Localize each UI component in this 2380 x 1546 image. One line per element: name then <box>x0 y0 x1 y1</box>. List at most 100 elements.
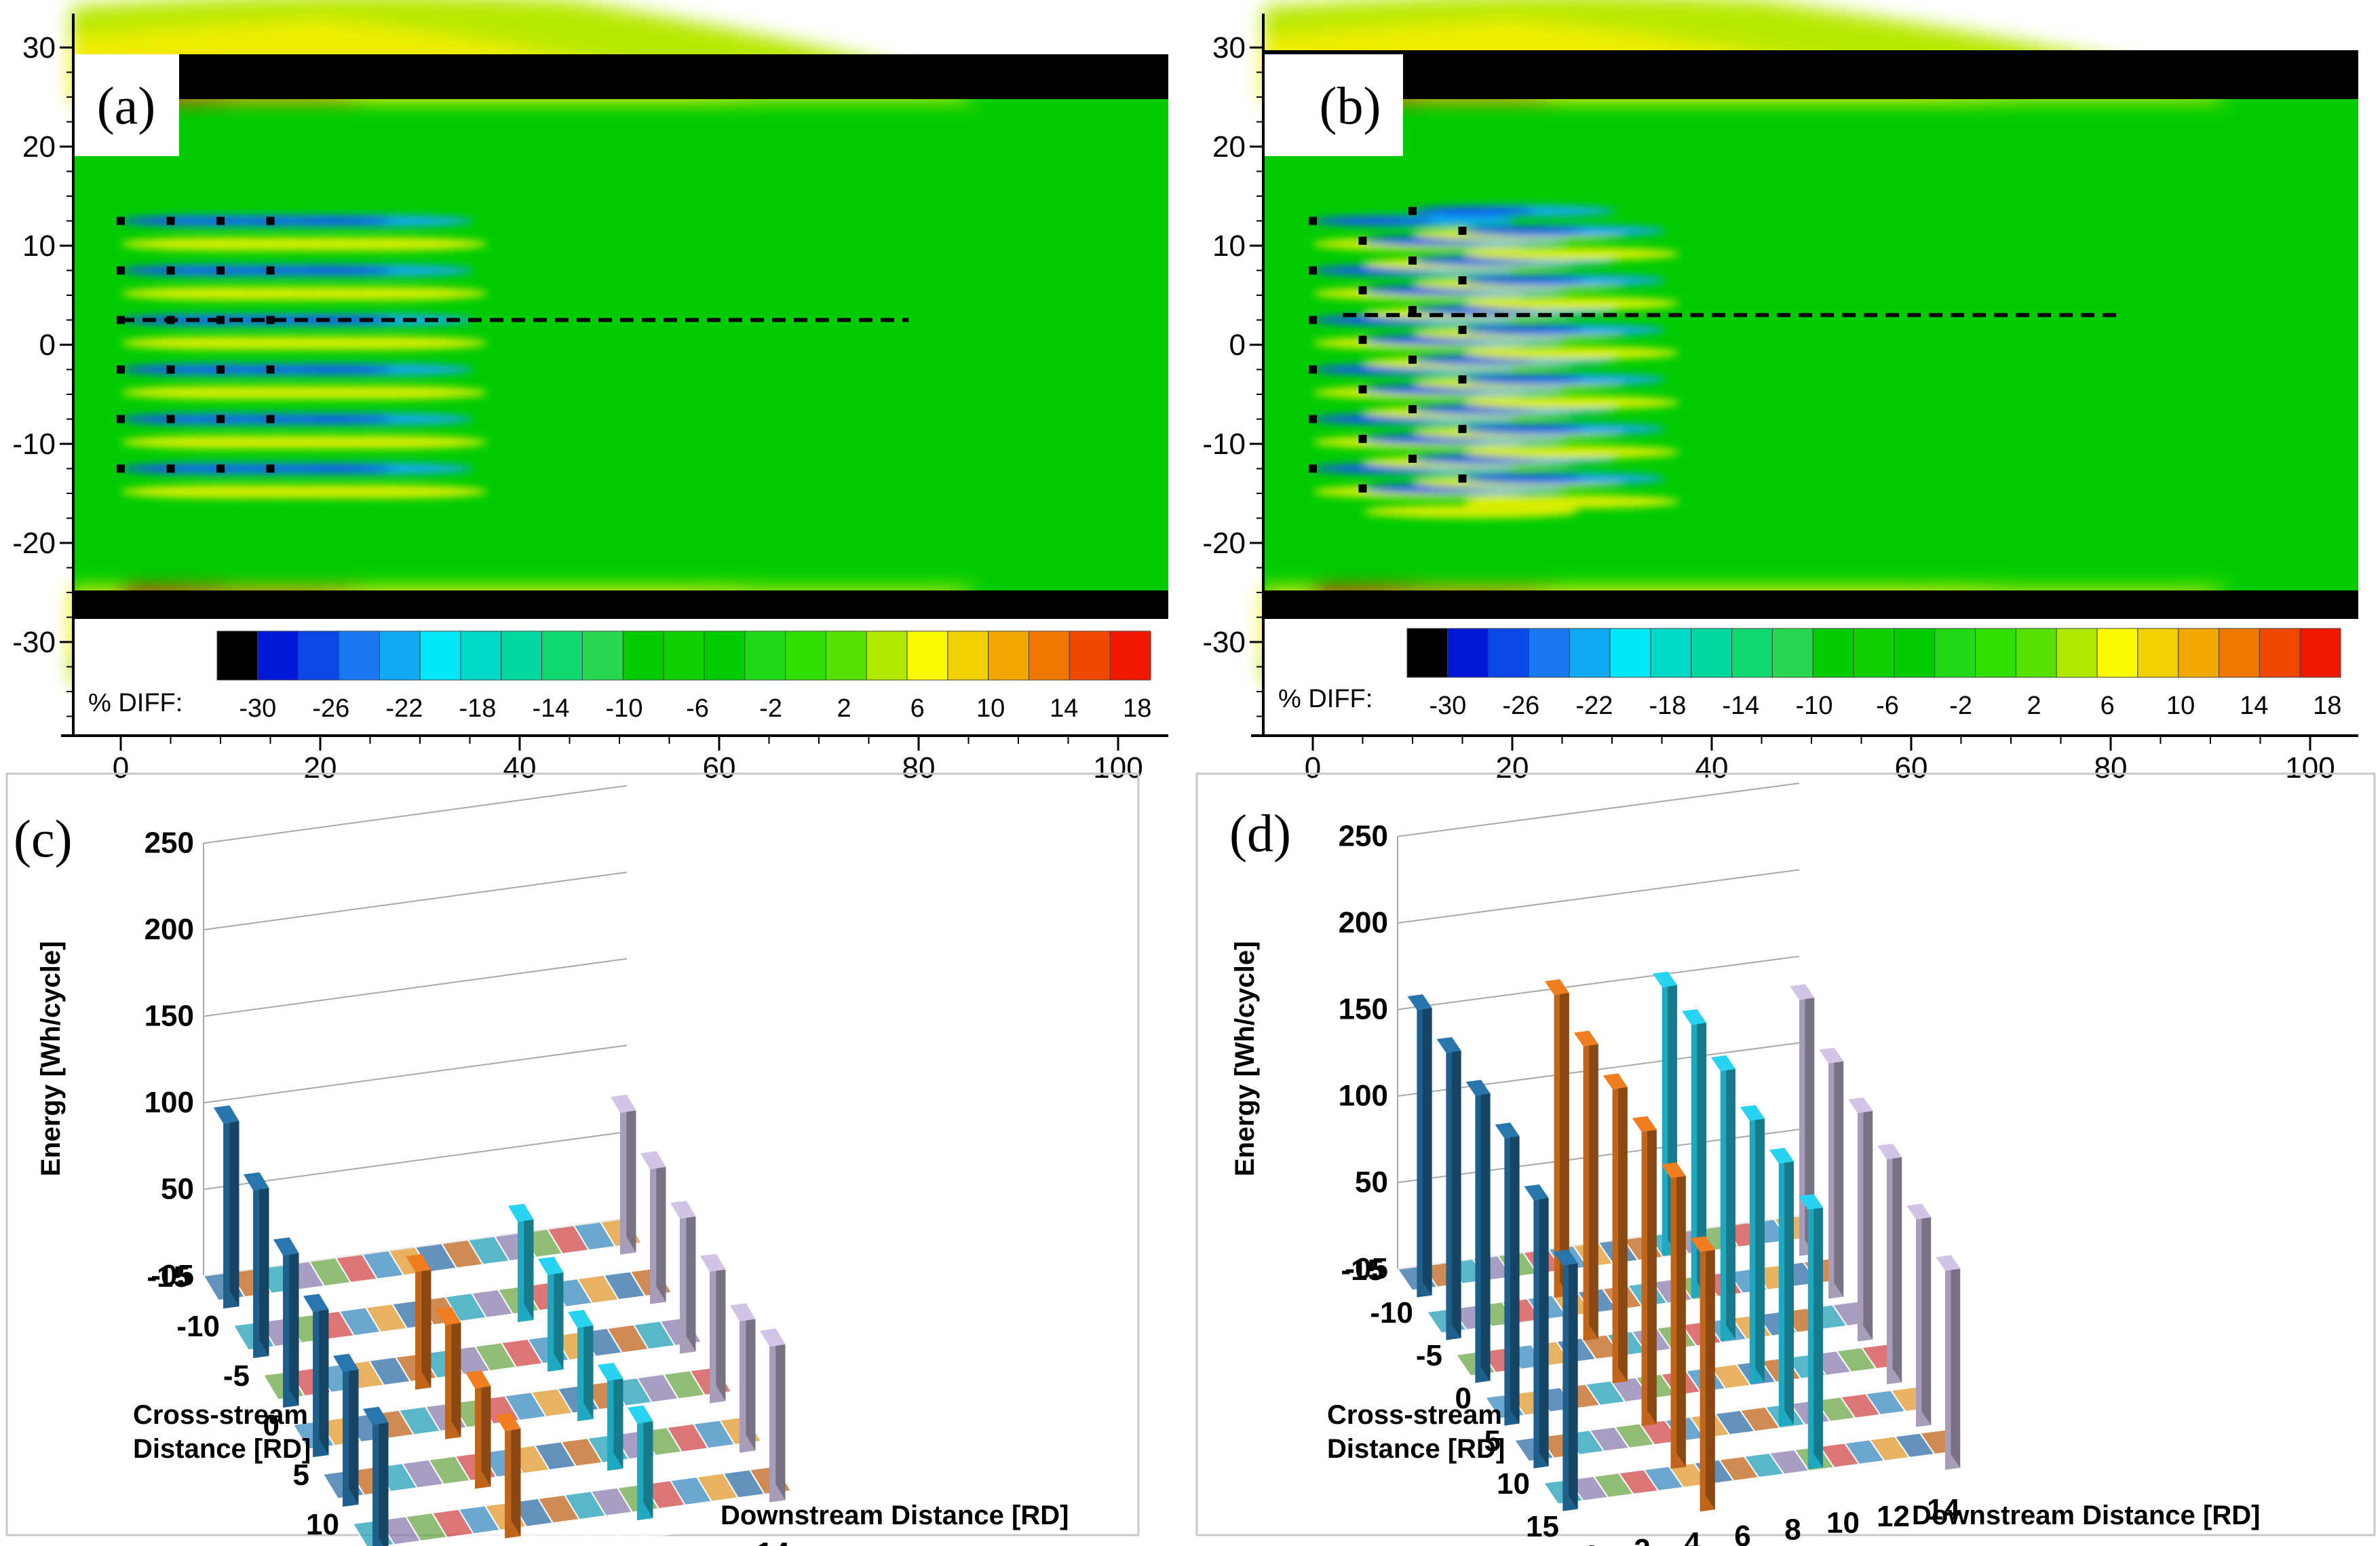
colorbar-swatch <box>460 630 502 681</box>
x-tick-label: 0 <box>113 751 129 785</box>
colorbar-swatch <box>825 630 867 681</box>
wake-core <box>1462 326 1585 335</box>
x-axis-label: Downstream Distance [RD] <box>721 1501 1069 1530</box>
turbine-marker <box>166 365 175 374</box>
bar-side <box>656 1151 666 1302</box>
colorbar-swatch <box>1853 628 1895 678</box>
bar-side <box>775 1328 786 1501</box>
turbine-marker <box>266 415 275 423</box>
bar <box>1877 1144 1902 1384</box>
depth-tick-label: 0 <box>1455 1382 1472 1415</box>
bar-side <box>349 1353 359 1505</box>
wake-core <box>270 365 393 374</box>
bar-side <box>1892 1144 1902 1382</box>
bar <box>1524 1184 1549 1469</box>
wake-core <box>1462 474 1585 483</box>
x-tick-label: 14 <box>756 1536 790 1546</box>
turbine-marker <box>216 266 225 275</box>
bar-side <box>554 1256 564 1370</box>
y-tick-label: -10 <box>12 428 56 461</box>
turbine-marker <box>1358 286 1367 295</box>
colorbar-swatch <box>298 630 339 681</box>
depth-axis-label-line1: Cross-stream <box>1327 1400 1502 1430</box>
bar <box>1553 1249 1578 1511</box>
bar-side <box>686 1201 696 1352</box>
bar-top <box>213 1105 239 1124</box>
panel-a-heatmap: (a) % DIFF: -30 -26 -22 -18 -14 -10 -6 -2 2 6 10 14… <box>12 0 1168 785</box>
colorbar-tick: -14 <box>533 694 570 723</box>
bar <box>303 1294 329 1458</box>
turbine-marker <box>1309 216 1317 225</box>
bypass-yellow <box>1362 504 1580 519</box>
bar-side <box>1618 1073 1628 1382</box>
colorbar-swatch <box>2178 628 2220 678</box>
colorbar-swatch <box>1447 628 1489 678</box>
colorbar-swatch <box>622 630 664 681</box>
turbine-marker <box>216 464 225 473</box>
x-tick-label: 100 <box>1093 751 1143 785</box>
turbine-marker <box>117 464 125 473</box>
colorbar-swatch <box>1691 628 1733 678</box>
bar-top <box>567 1309 594 1328</box>
z-tick-label: -05 <box>151 1259 194 1292</box>
panel-label-b: (b) <box>1320 76 1381 135</box>
bar-top <box>597 1363 623 1381</box>
panel-label-a: (a) <box>97 76 156 135</box>
x-tick-label: 12 <box>1877 1500 1910 1533</box>
bar <box>610 1095 636 1255</box>
bar-top <box>1877 1144 1902 1160</box>
colorbar-tick: -18 <box>459 694 496 723</box>
bar <box>537 1256 564 1372</box>
bar-top <box>1573 1030 1598 1047</box>
bar-side <box>1589 1030 1598 1339</box>
depth-axis-label-line1: Cross-stream <box>133 1400 308 1430</box>
colorbar-swatch <box>257 630 299 681</box>
y-tick-label: 20 <box>22 130 56 164</box>
wake-core <box>270 464 393 473</box>
bar-side <box>319 1294 329 1455</box>
wake-core <box>1313 216 1435 225</box>
bar <box>699 1253 726 1403</box>
bar-top <box>537 1256 564 1275</box>
colorbar-tick: 14 <box>1050 694 1078 723</box>
bar-top <box>495 1413 521 1431</box>
floor-tile <box>446 1533 482 1546</box>
bar-side <box>1805 984 1815 1254</box>
colorbar-swatch <box>2299 628 2341 678</box>
z-gridline <box>1397 869 1800 924</box>
depth-tick-label: -15 <box>1341 1253 1384 1287</box>
bar <box>1690 1236 1715 1512</box>
colorbar-tick: 18 <box>1123 694 1151 723</box>
channel-wall-bottom <box>1263 590 2358 619</box>
depth-tick-label: 5 <box>293 1458 309 1492</box>
colorbar-swatch <box>501 630 543 681</box>
turbine-marker <box>266 266 275 275</box>
turbine-marker <box>1458 276 1467 285</box>
bar-side <box>1834 1047 1844 1297</box>
bar-top <box>627 1405 653 1424</box>
bypass-yellow <box>1462 297 1680 311</box>
bar-top <box>1553 1249 1578 1266</box>
turbine-marker <box>117 266 125 275</box>
turbine-marker <box>216 216 225 225</box>
bar-top <box>1799 1194 1823 1210</box>
turbine-marker <box>266 365 275 374</box>
bar <box>1436 1037 1461 1340</box>
channel-wall-top <box>1263 50 2358 99</box>
bar-side <box>1422 994 1432 1296</box>
turbine-marker <box>266 316 275 324</box>
turbine-marker <box>1309 266 1317 275</box>
colorbar-tick: -18 <box>1649 692 1686 720</box>
colorbar-swatch <box>1029 630 1070 681</box>
bar-side <box>481 1370 491 1487</box>
turbine-marker <box>166 464 175 473</box>
bar <box>1495 1123 1520 1426</box>
bar-top <box>759 1328 786 1347</box>
turbine-marker <box>1358 385 1367 394</box>
bar-top <box>1790 984 1815 1000</box>
bar <box>640 1151 666 1304</box>
bar-top <box>362 1406 389 1425</box>
